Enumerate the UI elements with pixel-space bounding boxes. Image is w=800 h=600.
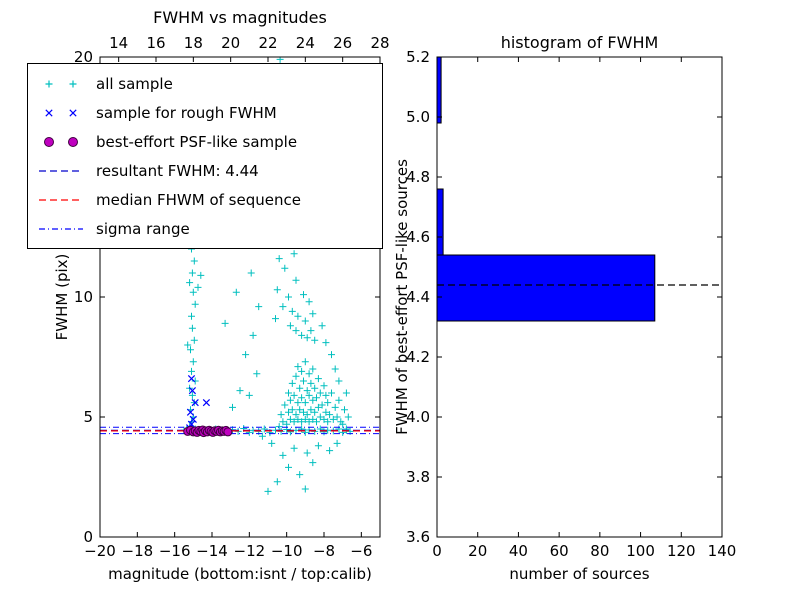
svg-text:24: 24 xyxy=(296,34,315,52)
right-plot-axes: 0 20 40 60 80 100 120 140 3.6 3.8 4.0 4.2 4.4 4.6 4.8 5… xyxy=(406,48,736,560)
legend: all sample sample for rough FWHM best-ef… xyxy=(27,63,383,249)
plus-marker-icon xyxy=(36,73,86,95)
svg-text:−14: −14 xyxy=(196,542,228,560)
legend-label: sigma range xyxy=(96,219,190,238)
svg-text:28: 28 xyxy=(370,34,389,52)
svg-text:140: 140 xyxy=(708,542,737,560)
svg-text:10: 10 xyxy=(74,288,93,306)
svg-text:3.8: 3.8 xyxy=(406,468,430,486)
svg-text:−8: −8 xyxy=(313,542,335,560)
svg-text:−6: −6 xyxy=(350,542,372,560)
legend-label: all sample xyxy=(96,74,173,93)
svg-text:0: 0 xyxy=(83,528,93,546)
svg-text:22: 22 xyxy=(258,34,277,52)
dashed-line-icon xyxy=(36,160,86,182)
svg-text:−18: −18 xyxy=(122,542,154,560)
svg-text:80: 80 xyxy=(590,542,609,560)
legend-entry-psf-sample: best-effort PSF-like sample xyxy=(36,127,374,156)
svg-text:20: 20 xyxy=(74,48,93,66)
legend-entry-sigma-range: sigma range xyxy=(36,214,374,243)
svg-text:4.2: 4.2 xyxy=(406,348,430,366)
legend-label: median FHWM of sequence xyxy=(96,190,301,209)
svg-text:20: 20 xyxy=(221,34,240,52)
reference-lines xyxy=(100,426,380,435)
svg-text:26: 26 xyxy=(333,34,352,52)
left-plot-axes: −20 −18 −16 −14 −12 −10 −8 −6 14 16 18 20 22 24 26 28 0 5… xyxy=(74,34,390,560)
legend-entry-resultant-fwhm: resultant FWHM: 4.44 xyxy=(36,156,374,185)
svg-text:−12: −12 xyxy=(234,542,266,560)
left-yaxis-label: FWHM (pix) xyxy=(53,253,71,341)
svg-text:40: 40 xyxy=(509,542,528,560)
svg-text:60: 60 xyxy=(550,542,569,560)
svg-text:−20: −20 xyxy=(84,542,116,560)
svg-text:120: 120 xyxy=(667,542,696,560)
svg-text:16: 16 xyxy=(146,34,165,52)
svg-text:5: 5 xyxy=(83,408,93,426)
dashdot-line-icon xyxy=(36,218,86,240)
svg-text:20: 20 xyxy=(468,542,487,560)
svg-text:0: 0 xyxy=(432,542,442,560)
x-marker-icon xyxy=(36,102,86,124)
svg-text:14: 14 xyxy=(109,34,128,52)
histogram-bars xyxy=(436,56,656,322)
right-yaxis-label: FWHM of best-effort PSF-like sources xyxy=(393,159,411,435)
legend-entry-all-sample: all sample xyxy=(36,69,374,98)
svg-text:4.0: 4.0 xyxy=(406,408,430,426)
right-xaxis-label: number of sources xyxy=(509,565,650,583)
left-xaxis-label: magnitude (bottom:isnt / top:calib) xyxy=(108,565,372,583)
circle-marker-icon xyxy=(36,131,86,153)
svg-text:4.8: 4.8 xyxy=(406,168,430,186)
svg-text:5.0: 5.0 xyxy=(406,108,430,126)
dashed-line-icon xyxy=(36,189,86,211)
svg-text:−16: −16 xyxy=(159,542,191,560)
legend-label: resultant FWHM: 4.44 xyxy=(96,161,259,180)
svg-text:−10: −10 xyxy=(271,542,303,560)
legend-entry-median-fwhm: median FHWM of sequence xyxy=(36,185,374,214)
legend-label: sample for rough FWHM xyxy=(96,103,277,122)
legend-entry-rough-fwhm: sample for rough FWHM xyxy=(36,98,374,127)
right-plot-title: histogram of FWHM xyxy=(500,33,659,52)
left-plot-title: FWHM vs magnitudes xyxy=(153,8,327,27)
rough-fwhm-points xyxy=(185,374,211,432)
psf-sample-points xyxy=(183,425,233,438)
legend-label: best-effort PSF-like sample xyxy=(96,132,298,151)
svg-text:5.2: 5.2 xyxy=(406,48,430,66)
svg-text:3.6: 3.6 xyxy=(406,528,430,546)
svg-text:100: 100 xyxy=(626,542,655,560)
svg-text:4.6: 4.6 xyxy=(406,228,430,246)
svg-text:18: 18 xyxy=(184,34,203,52)
svg-text:4.4: 4.4 xyxy=(406,288,430,306)
